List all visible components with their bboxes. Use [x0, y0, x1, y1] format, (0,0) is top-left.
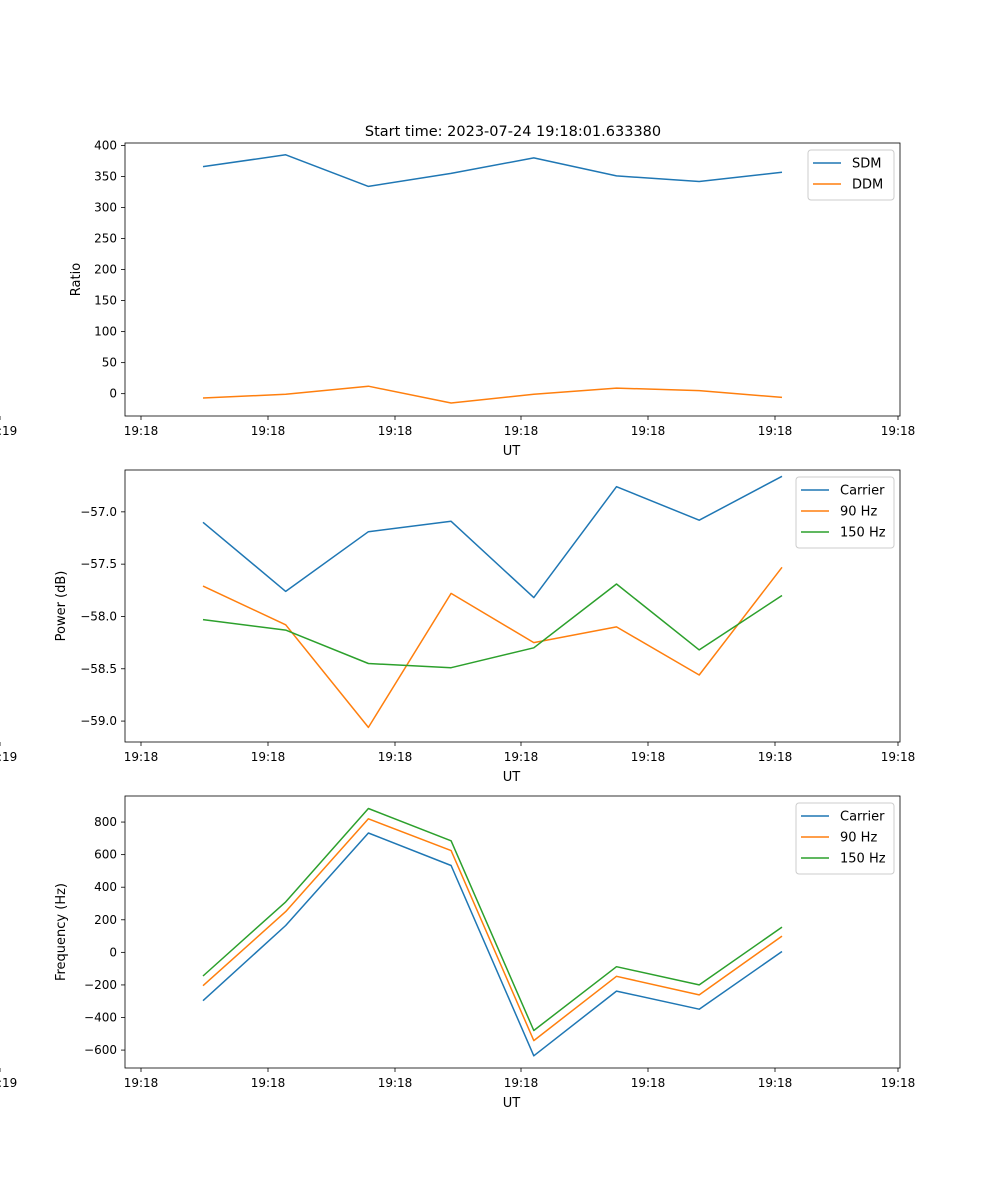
legend-label: DDM	[852, 178, 883, 193]
y-tick-label: 300	[94, 201, 117, 215]
x-axis-label: UT	[503, 444, 521, 459]
y-tick-label: 0	[109, 945, 117, 959]
x-tick-label: 19:18	[378, 424, 413, 438]
y-tick-label: 200	[94, 263, 117, 277]
series-line-90-hz	[202, 818, 783, 1042]
x-tick-label: 19:18	[758, 1076, 793, 1090]
x-tick-label: 19:18	[378, 750, 413, 764]
y-tick-label: −57.5	[80, 557, 117, 571]
y-tick-label: −400	[84, 1011, 117, 1025]
y-tick-label: −57.0	[80, 505, 117, 519]
legend-label: Carrier	[840, 484, 885, 499]
x-tick-label: 19:18	[881, 1076, 916, 1090]
x-tick-label: 19:18	[631, 424, 666, 438]
y-axis-label: Ratio	[69, 263, 84, 296]
x-tick-label: 19:18	[758, 750, 793, 764]
x-tick-label: 19:18	[378, 1076, 413, 1090]
x-tick-label: 19:19	[0, 1076, 17, 1090]
legend-label: 90 Hz	[840, 505, 877, 520]
series-line-carrier	[202, 832, 783, 1057]
legend-box	[795, 802, 895, 875]
legend-label: Carrier	[840, 810, 885, 825]
x-tick-label: 19:18	[504, 1076, 539, 1090]
x-axis-label: UT	[503, 770, 521, 785]
legend-label: 90 Hz	[840, 831, 877, 846]
axes-frame	[124, 142, 901, 417]
series-line-150-hz	[202, 583, 783, 669]
y-tick-label: 50	[102, 356, 117, 370]
series-line-sdm	[202, 154, 783, 188]
chart-panel-3: 19:18 19:18 19:18 19:18 19:18 19:18 19:18 19:19…	[0, 795, 916, 1111]
y-tick-label: 600	[94, 848, 117, 862]
figure-title: Start time: 2023-07-24 19:18:01.633380	[365, 124, 661, 140]
legend-box	[795, 476, 895, 549]
y-tick-label: 350	[94, 170, 117, 184]
x-tick-label: 19:18	[631, 1076, 666, 1090]
x-tick-label: 19:18	[881, 750, 916, 764]
legend: Carrier 90 Hz 150 Hz	[795, 476, 895, 549]
y-tick-label: 0	[109, 387, 117, 401]
axes-frame	[124, 795, 901, 1069]
series-line-90-hz	[202, 566, 783, 729]
x-tick-label: 19:18	[631, 750, 666, 764]
x-tick-label: 19:18	[251, 424, 286, 438]
x-tick-label: 19:18	[758, 424, 793, 438]
y-axis-label: Power (dB)	[54, 571, 69, 642]
x-tick-label: 19:19	[0, 750, 17, 764]
y-tick-label: 150	[94, 294, 117, 308]
chart-panels: 19:18 19:18 19:18 19:18 19:18 19:18 19:18 19:19…	[0, 138, 915, 1111]
x-axis-label: UT	[503, 1096, 521, 1111]
x-tick-label: 19:18	[124, 424, 159, 438]
x-tick-label: 19:18	[251, 750, 286, 764]
y-tick-label: 100	[94, 325, 117, 339]
legend-label: 150 Hz	[840, 526, 886, 541]
chart-panel-1: 19:18 19:18 19:18 19:18 19:18 19:18 19:18 19:19…	[0, 138, 915, 459]
series-line-150-hz	[202, 807, 783, 1032]
x-tick-label: 19:18	[251, 1076, 286, 1090]
x-tick-label: 19:18	[881, 424, 916, 438]
y-tick-label: −58.0	[80, 609, 117, 623]
axes-frame	[124, 469, 901, 743]
legend-label: 150 Hz	[840, 852, 886, 867]
y-tick-label: 200	[94, 913, 117, 927]
legend: SDM DDM	[807, 149, 895, 201]
x-tick-label: 19:19	[0, 424, 17, 438]
y-tick-label: −58.5	[80, 662, 117, 676]
series-line-carrier	[202, 475, 783, 599]
y-tick-label: −200	[84, 978, 117, 992]
chart-panel-2: 19:18 19:18 19:18 19:18 19:18 19:18 19:18 19:19…	[0, 469, 916, 785]
y-tick-label: 400	[94, 138, 117, 152]
x-tick-label: 19:18	[124, 1076, 159, 1090]
x-tick-label: 19:18	[504, 750, 539, 764]
legend: Carrier 90 Hz 150 Hz	[795, 802, 895, 875]
y-tick-label: 800	[94, 815, 117, 829]
y-tick-label: −600	[84, 1043, 117, 1057]
x-tick-label: 19:18	[124, 750, 159, 764]
legend-label: SDM	[852, 157, 881, 172]
series-line-ddm	[202, 385, 783, 404]
y-axis-label: Frequency (Hz)	[54, 883, 69, 981]
y-tick-label: 250	[94, 232, 117, 246]
y-tick-label: −59.0	[80, 714, 117, 728]
y-tick-label: 400	[94, 880, 117, 894]
x-tick-label: 19:18	[504, 424, 539, 438]
